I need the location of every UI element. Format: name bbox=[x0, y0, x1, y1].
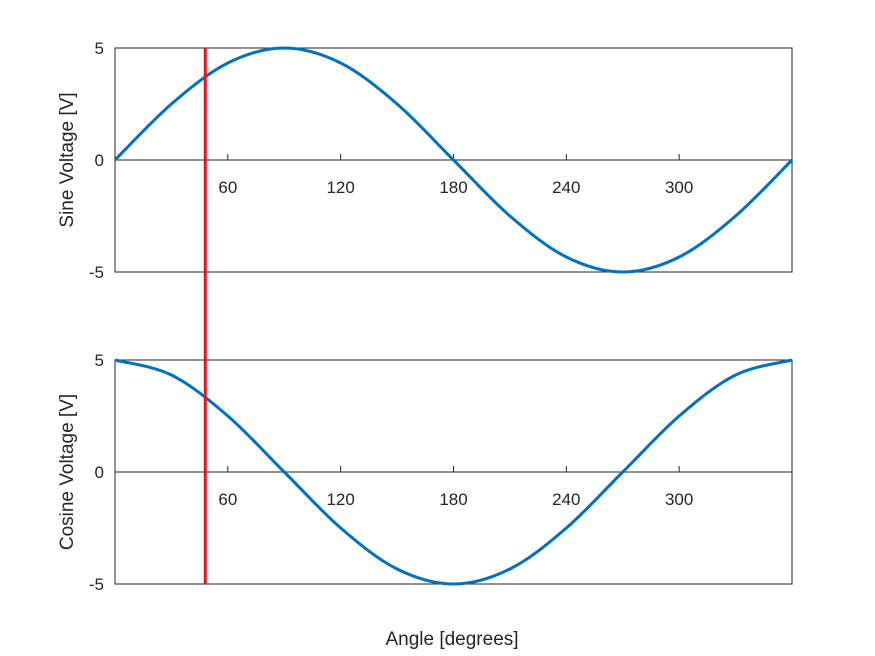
sine-y-tick-label: -5 bbox=[89, 263, 104, 282]
cosine-subplot: 60 120 180 240 300 5 0 -5 Cosine Voltage [V] bbox=[57, 351, 793, 594]
cosine-y-axis-label: Cosine Voltage [V] bbox=[57, 394, 78, 550]
sine-subplot: 60 120 180 240 300 5 0 -5 Sine Voltage [V] bbox=[57, 39, 794, 282]
sine-y-tick-label: 0 bbox=[95, 151, 104, 170]
sine-x-tick-label: 300 bbox=[665, 178, 693, 197]
sine-x-tick-label: 60 bbox=[218, 178, 237, 197]
cosine-y-tick-label: -5 bbox=[89, 575, 104, 594]
sine-y-axis-label: Sine Voltage [V] bbox=[57, 92, 78, 227]
cosine-y-tick-label: 5 bbox=[95, 351, 104, 370]
sine-x-tick-label: 120 bbox=[326, 178, 354, 197]
sine-x-tick-label: 240 bbox=[552, 178, 580, 197]
sine-series-line bbox=[113, 46, 794, 274]
sine-x-tick-label: 180 bbox=[439, 178, 467, 197]
sine-y-tick-label: 5 bbox=[95, 39, 104, 58]
x-axis-label: Angle [degrees] bbox=[385, 629, 518, 650]
cosine-series-line bbox=[114, 358, 793, 586]
cosine-x-tick-label: 120 bbox=[326, 490, 354, 509]
cosine-x-tick-label: 60 bbox=[218, 490, 237, 509]
cosine-x-tick-label: 300 bbox=[665, 490, 693, 509]
cosine-y-tick-label: 0 bbox=[95, 463, 104, 482]
cosine-x-tick-label: 240 bbox=[552, 490, 580, 509]
cosine-x-tick-label: 180 bbox=[439, 490, 467, 509]
